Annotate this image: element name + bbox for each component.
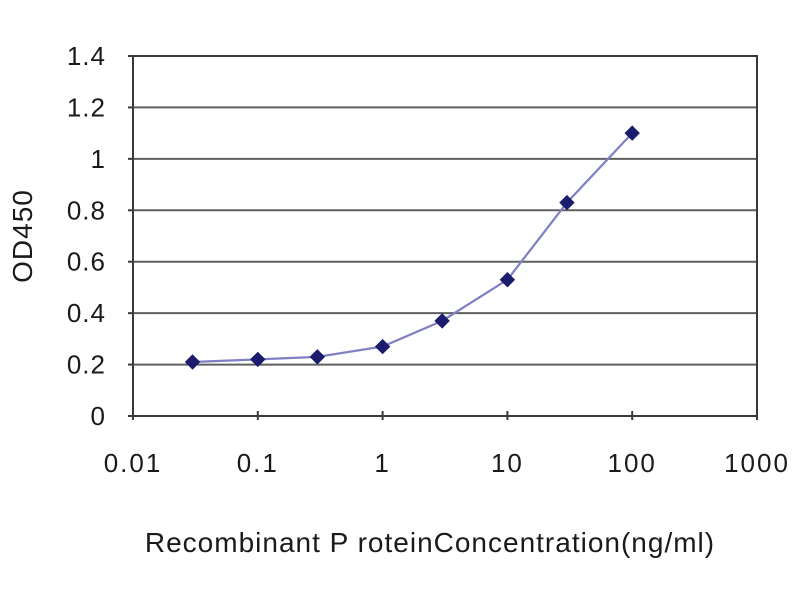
data-point-marker: [184, 354, 201, 370]
y-axis-title: OD450: [7, 189, 38, 283]
gridlines: [133, 106, 757, 366]
series-line: [192, 132, 634, 364]
data-point-marker: [499, 272, 516, 288]
x-tick-label: 1000: [724, 448, 790, 478]
y-tick-label: 1.4: [67, 41, 106, 71]
data-point-marker: [434, 313, 450, 329]
data-point-marker: [374, 338, 391, 355]
x-tick-label: 0.01: [104, 448, 163, 478]
data-point-marker: [624, 125, 640, 141]
data-point-marker: [309, 349, 326, 365]
x-axis-title: Recombinant P roteinConcentration(ng/ml): [145, 527, 715, 558]
axis-ticks: [128, 55, 758, 420]
y-tick-label: 1.2: [67, 92, 106, 122]
tick-labels: 0.01 0.1 1 10 100 1000 0 0.2 0.4 0.6 0.8 1 1.2 1.4: [67, 41, 790, 478]
axis-frame: [132, 55, 758, 417]
y-tick-label: 0: [91, 401, 106, 431]
data-point-marker: [559, 194, 575, 211]
x-tick-label: 0.1: [237, 448, 279, 478]
data-point-marker: [250, 351, 266, 368]
y-tick-label: 0.6: [67, 247, 106, 277]
y-tick-label: 1: [91, 144, 106, 174]
x-tick-label: 100: [608, 448, 657, 478]
x-tick-label: 1: [374, 448, 390, 478]
x-tick-label: 10: [491, 448, 524, 478]
y-tick-label: 0.8: [67, 195, 106, 225]
plot-border: [132, 55, 758, 417]
data-series: [184, 125, 640, 370]
y-tick-label: 0.2: [67, 350, 106, 380]
y-tick-label: 0.4: [67, 298, 106, 328]
